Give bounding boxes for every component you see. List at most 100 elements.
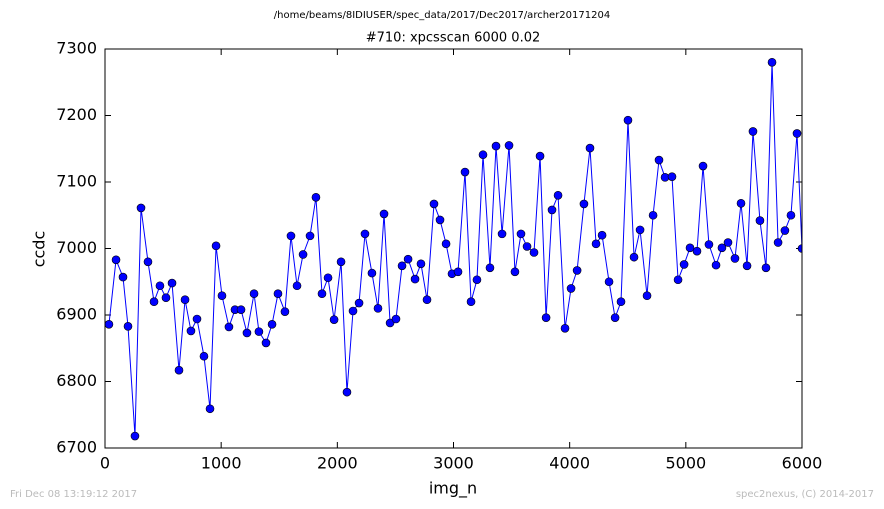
data-point [149, 297, 159, 307]
y-axis-label: ccdc [30, 231, 49, 268]
data-point [273, 289, 283, 299]
data-point [642, 291, 652, 301]
data-point [123, 322, 133, 331]
data-point [336, 257, 346, 267]
data-point [292, 281, 302, 291]
data-point [130, 431, 140, 441]
data-point [692, 246, 702, 256]
x-tick-label: 1000 [201, 454, 242, 473]
data-point [648, 210, 658, 220]
data-point [192, 314, 202, 324]
data-point [286, 231, 296, 241]
data-point [516, 229, 526, 239]
data-point [180, 295, 190, 305]
data-point [186, 326, 196, 336]
data-point [547, 205, 557, 215]
data-point [211, 241, 221, 251]
data-point [205, 404, 215, 414]
data-point [673, 275, 683, 285]
plot-frame [104, 48, 803, 449]
data-point [773, 238, 783, 247]
data-point [466, 297, 476, 307]
x-tick-label: 2000 [317, 454, 358, 473]
data-point [541, 313, 551, 322]
data-point [717, 243, 727, 253]
data-point [453, 267, 463, 277]
data-point [767, 57, 777, 67]
data-point [597, 230, 607, 240]
data-point [654, 155, 664, 165]
data-point [391, 314, 401, 324]
data-point [786, 210, 796, 220]
suptitle: /home/beams/8IDIUSER/spec_data/2017/Dec2… [274, 10, 610, 21]
data-point [242, 328, 252, 338]
x-tick-label: 6000 [782, 454, 823, 473]
data-point [323, 273, 333, 283]
data-point [199, 351, 209, 361]
x-tick-label: 4000 [549, 454, 590, 473]
data-point [629, 252, 639, 262]
data-point [579, 199, 589, 209]
data-point [298, 250, 308, 259]
data-point [748, 127, 758, 136]
data-point [610, 313, 620, 322]
y-tick-label: 6800 [56, 371, 97, 390]
y-tick-label: 7300 [56, 39, 97, 58]
y-tick-label: 6900 [56, 305, 97, 324]
data-point [685, 243, 695, 253]
data-point [403, 254, 413, 264]
y-tick-label: 7100 [56, 172, 97, 191]
data-point [167, 278, 177, 288]
data-point [491, 141, 501, 151]
x-tick-label: 3000 [433, 454, 474, 473]
data-point [105, 320, 114, 329]
x-axis-label: img_n [429, 479, 477, 499]
data-point [422, 295, 432, 305]
data-point [560, 323, 570, 333]
chart-title: #710: xpcsscan 6000 0.02 [366, 31, 541, 46]
data-point [143, 257, 153, 267]
data-point [755, 216, 765, 225]
data-point [416, 259, 426, 269]
data-point [591, 239, 601, 249]
data-point [367, 268, 377, 278]
data-point [254, 327, 264, 336]
data-point [317, 289, 327, 299]
footer-left: Fri Dec 08 13:19:12 2017 [10, 489, 137, 500]
data-point [698, 161, 708, 171]
y-tick-label: 7000 [56, 238, 97, 257]
data-point [535, 151, 545, 161]
data-point [585, 143, 595, 153]
x-tick-label: 0 [100, 454, 110, 473]
data-point [730, 254, 740, 263]
data-point [111, 255, 121, 265]
data-point [522, 242, 532, 251]
data-point [792, 129, 802, 138]
data-point [136, 203, 146, 213]
data-point [261, 338, 271, 348]
data-point [329, 315, 339, 324]
data-point [704, 240, 714, 249]
footer-right: spec2nexus, (C) 2014-2017 [736, 489, 874, 500]
y-tick-label: 6700 [56, 438, 97, 457]
data-point [249, 289, 259, 299]
data-point [616, 297, 626, 307]
data-point [572, 266, 582, 275]
data-point [529, 248, 539, 257]
data-point [348, 306, 358, 316]
data-point [635, 225, 645, 235]
data-point [679, 260, 689, 269]
data-point [711, 260, 721, 270]
data-point [623, 115, 633, 125]
y-tick-label: 7200 [56, 105, 97, 124]
data-point [604, 277, 614, 287]
data-point [460, 167, 470, 177]
data-point [497, 229, 507, 239]
data-point [435, 215, 445, 225]
data-point [472, 275, 482, 285]
data-point [780, 226, 790, 235]
data-point [723, 238, 733, 247]
data-point [553, 191, 563, 200]
data-point [342, 387, 352, 397]
data-point [429, 199, 439, 209]
